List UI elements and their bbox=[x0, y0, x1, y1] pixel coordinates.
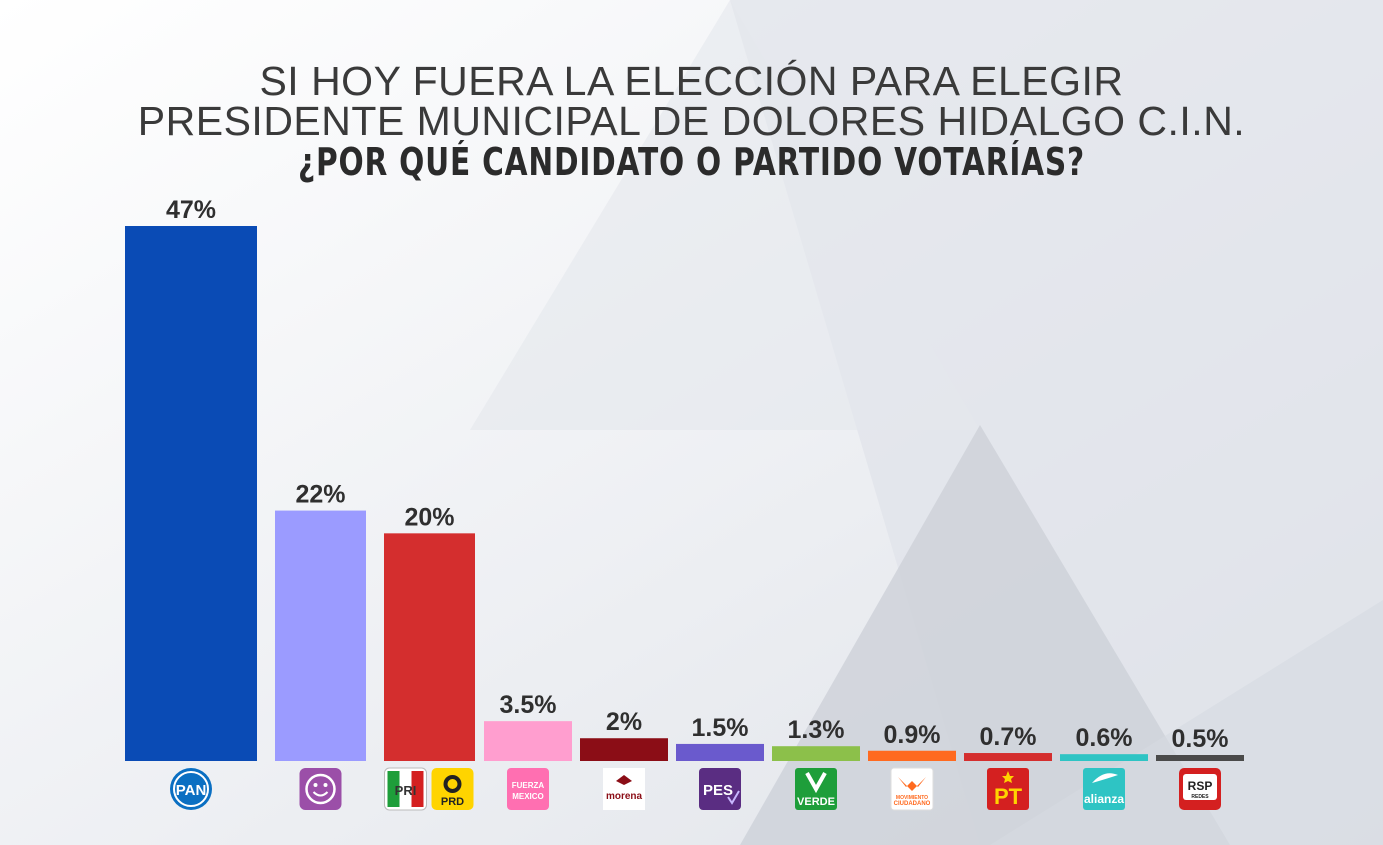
value-label: 0.6% bbox=[1076, 724, 1133, 752]
bar-independiente bbox=[275, 510, 366, 761]
smiley-icon bbox=[299, 768, 342, 810]
verde-logo: VERDE bbox=[795, 768, 837, 810]
bar-pan bbox=[125, 226, 257, 761]
value-label: 22% bbox=[295, 481, 345, 509]
morena-logo: morena bbox=[603, 768, 645, 810]
bar-morena bbox=[580, 738, 668, 761]
bar-alianza bbox=[1060, 754, 1148, 761]
bar-fuerza-mexico bbox=[484, 721, 572, 761]
value-label: 20% bbox=[404, 503, 454, 531]
svg-text:PRI: PRI bbox=[395, 783, 417, 798]
svg-text:morena: morena bbox=[606, 791, 643, 802]
bar-pes bbox=[676, 743, 764, 761]
svg-text:PAN: PAN bbox=[176, 782, 207, 799]
pri-prd-logo: PRI PRD bbox=[384, 767, 474, 811]
svg-text:FUERZA: FUERZA bbox=[512, 781, 545, 790]
title-line-2: PRESIDENTE MUNICIPAL DE DOLORES HIDALGO … bbox=[137, 98, 1246, 144]
value-label: 1.5% bbox=[692, 714, 749, 742]
value-label: 3.5% bbox=[500, 691, 557, 719]
pan-logo: PAN bbox=[170, 768, 212, 810]
value-label: 47% bbox=[166, 196, 216, 224]
svg-text:PT: PT bbox=[994, 784, 1023, 809]
bar-movimiento-ciudadano bbox=[868, 750, 956, 761]
svg-text:MOVIMIENTO: MOVIMIENTO bbox=[896, 795, 928, 801]
svg-text:CIUDADANO: CIUDADANO bbox=[894, 801, 931, 807]
title-line-1: SI HOY FUERA LA ELECCIÓN PARA ELEGIR bbox=[259, 58, 1124, 104]
bar-verde bbox=[772, 746, 860, 761]
fuerza-mexico-logo: FUERZA MEXICO bbox=[507, 768, 549, 810]
value-label: 1.3% bbox=[788, 716, 845, 744]
bar-pt bbox=[964, 753, 1052, 761]
bar-pri-prd bbox=[384, 533, 475, 761]
value-label: 0.9% bbox=[884, 721, 941, 749]
svg-text:VERDE: VERDE bbox=[797, 796, 835, 808]
value-label: 0.5% bbox=[1172, 725, 1229, 753]
value-label: 2% bbox=[606, 708, 642, 736]
svg-text:PRD: PRD bbox=[441, 796, 464, 808]
pt-logo: PT bbox=[987, 768, 1029, 810]
alianza-logo: alianza bbox=[1083, 768, 1125, 810]
svg-text:MEXICO: MEXICO bbox=[512, 792, 544, 801]
svg-text:PES: PES bbox=[703, 782, 733, 799]
svg-text:RSP: RSP bbox=[1188, 779, 1213, 793]
value-label: 0.7% bbox=[980, 723, 1037, 751]
bar-rsp bbox=[1156, 755, 1244, 761]
pes-logo: PES bbox=[699, 768, 741, 810]
svg-text:alianza: alianza bbox=[1084, 792, 1124, 806]
question-subtitle: ¿POR QUÉ CANDIDATO O PARTIDO VOTARÍAS? bbox=[298, 140, 1085, 184]
svg-text:REDES: REDES bbox=[1191, 794, 1209, 800]
